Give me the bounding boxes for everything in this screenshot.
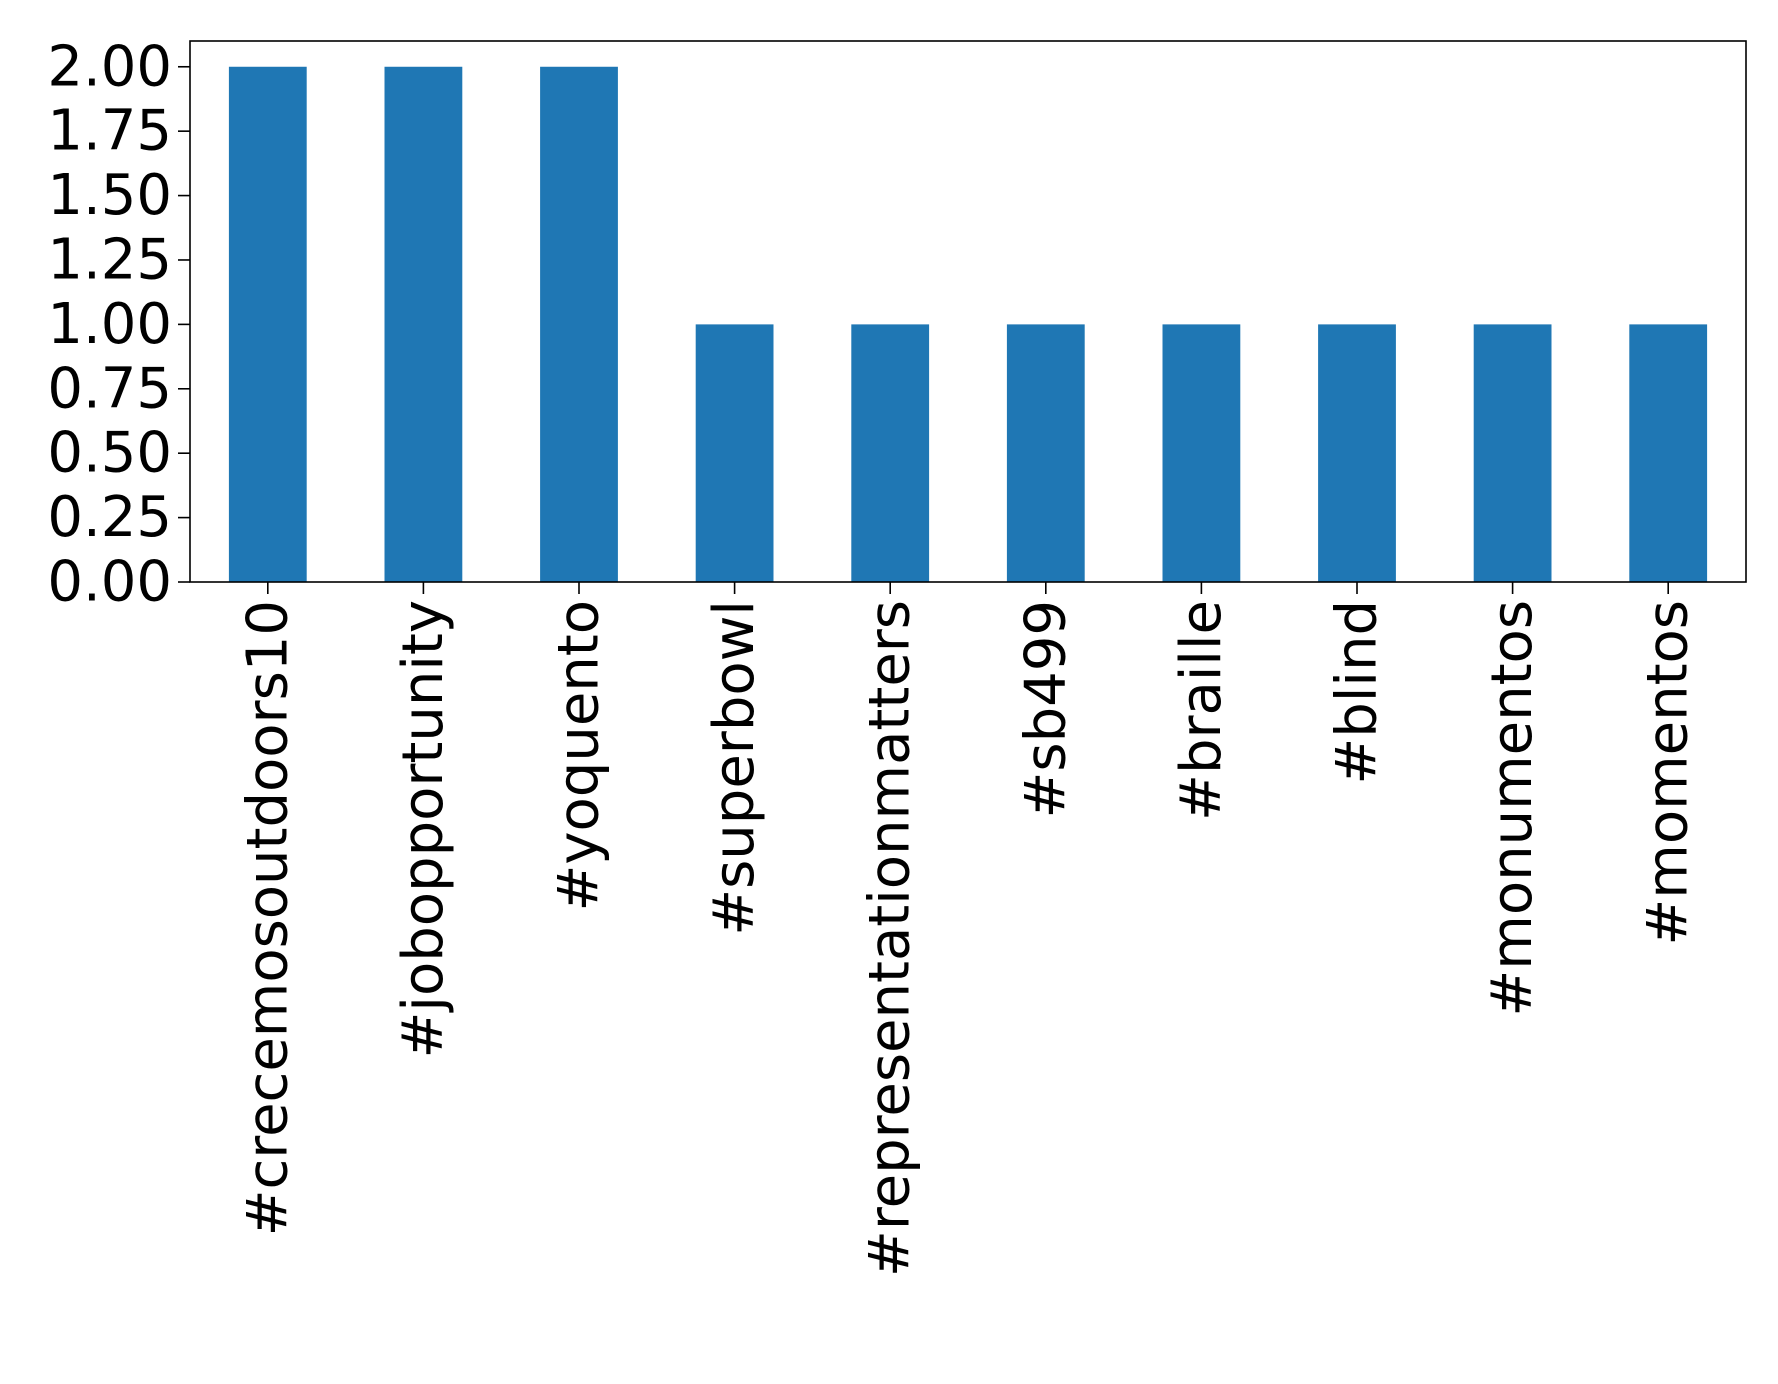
y-tick-label: 0.50 <box>47 421 172 486</box>
x-axis-ticks: #crecemosoutdoors10 #jobopportunity #yoque… <box>235 582 1701 1277</box>
bar <box>1318 324 1396 582</box>
bar <box>540 66 618 582</box>
bar <box>851 324 930 582</box>
bar <box>1006 324 1085 582</box>
bar <box>1473 324 1552 582</box>
x-tick-label: #superbowl <box>702 600 767 936</box>
x-tick-label: #yoquento <box>547 600 612 912</box>
y-tick-label: 2.00 <box>47 34 172 99</box>
bars-group <box>228 66 1708 582</box>
y-tick-label: 1.00 <box>47 292 172 357</box>
x-tick-label: #representationmatters <box>858 600 923 1277</box>
x-tick-label: #jobopportunity <box>391 600 456 1059</box>
y-tick-label: 1.50 <box>47 163 172 228</box>
x-tick-label: #momentos <box>1636 600 1701 946</box>
y-tick-label: 0.00 <box>47 550 172 615</box>
x-tick-label: #blind <box>1325 600 1390 785</box>
y-tick-label: 1.75 <box>47 99 172 164</box>
bar <box>695 324 774 582</box>
x-tick-label: #sb499 <box>1013 600 1078 819</box>
bar <box>228 66 307 582</box>
y-tick-label: 0.75 <box>47 356 172 421</box>
bar <box>1162 324 1241 582</box>
x-tick-label: #monumentos <box>1480 600 1545 1017</box>
bar <box>384 66 463 582</box>
plot-frame <box>189 40 1747 583</box>
x-tick-label: #crecemosoutdoors10 <box>235 600 300 1236</box>
bar <box>1629 324 1708 582</box>
y-axis-ticks: 0.000.250.500.751.001.251.501.752.00 <box>47 34 190 615</box>
y-tick-label: 0.25 <box>47 485 172 550</box>
y-tick-label: 1.25 <box>47 227 172 292</box>
x-tick-label: #braille <box>1169 600 1234 821</box>
